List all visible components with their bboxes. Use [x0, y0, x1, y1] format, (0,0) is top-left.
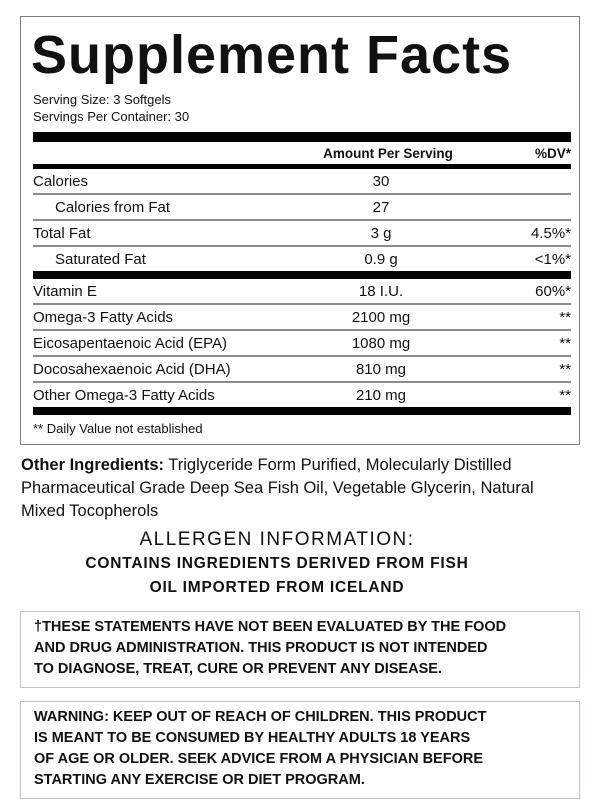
panel-title: Supplement Facts [31, 25, 513, 85]
allergen-lines: CONTAINS INGREDIENTS DERIVED FROM FISH OI… [20, 552, 534, 599]
other-ingredients-label: Other Ingredients: [21, 456, 165, 474]
warning-text: WARNING: KEEP OUT OF REACH OF CHILDREN. … [34, 707, 569, 791]
nutrient-amount: 2100 mg [351, 309, 411, 326]
nutrient-name: Calories from Fat [55, 199, 171, 216]
allergen-block: ALLERGEN INFORMATION: CONTAINS INGREDIEN… [20, 528, 580, 599]
nutrient-dv: ** [559, 387, 571, 404]
nutrient-amount: 1080 mg [351, 335, 411, 352]
table-row: Vitamin E 18 I.U. 60%* [33, 279, 571, 305]
dv-footnote: ** Daily Value not established [33, 421, 203, 436]
nutrient-name: Other Omega-3 Fatty Acids [33, 387, 215, 404]
disclaimer-text: †THESE STATEMENTS HAVE NOT BEEN EVALUATE… [34, 617, 569, 680]
nutrient-amount: 27 [372, 199, 390, 216]
header-amount-per-serving: Amount Per Serving [323, 146, 453, 161]
nutrient-name: Saturated Fat [55, 251, 146, 268]
nutrient-amount: 0.9 g [364, 251, 398, 268]
nutrient-amount: 30 [372, 173, 390, 190]
table-row: Omega-3 Fatty Acids 2100 mg ** [33, 305, 571, 331]
text-line: AND DRUG ADMINISTRATION. THIS PRODUCT IS… [34, 640, 488, 656]
other-ingredients-paragraph: Other Ingredients: Triglyceride Form Pur… [21, 454, 537, 523]
nutrient-name: Docosahexaenoic Acid (DHA) [33, 361, 231, 378]
nutrient-amount: 18 I.U. [358, 283, 404, 300]
nutrient-name: Omega-3 Fatty Acids [33, 309, 174, 326]
text-line: STARTING ANY EXERCISE OR DIET PROGRAM. [34, 772, 365, 788]
nutrient-dv: 60%* [535, 283, 571, 300]
header-divider-bar [33, 164, 571, 169]
table-row: Total Fat 3 g 4.5%* [33, 221, 571, 247]
allergen-heading: ALLERGEN INFORMATION: [139, 529, 415, 550]
table-row: Calories from Fat 27 [33, 195, 571, 221]
text-line: IS MEANT TO BE CONSUMED BY HEALTHY ADULT… [34, 730, 471, 746]
nutrient-amount: 210 mg [355, 387, 407, 404]
text-line: TO DIAGNOSE, TREAT, CURE OR PREVENT ANY … [34, 661, 442, 677]
table-row: Docosahexaenoic Acid (DHA) 810 mg ** [33, 357, 571, 383]
nutrient-dv: ** [559, 361, 571, 378]
nutrient-amount: 810 mg [355, 361, 407, 378]
table-row: Other Omega-3 Fatty Acids 210 mg ** [33, 383, 571, 407]
nutrient-name: Total Fat [33, 225, 91, 242]
nutrient-name: Vitamin E [33, 283, 97, 300]
supplement-facts-panel: Supplement Facts Serving Size: 3 Softgel… [20, 16, 580, 445]
table-row: Saturated Fat 0.9 g <1%* [33, 247, 571, 271]
servings-per-container: Servings Per Container: 30 [33, 109, 190, 124]
facts-rows: Calories 30 Calories from Fat 27 Total F… [33, 169, 571, 415]
warning-box: WARNING: KEEP OUT OF REACH OF CHILDREN. … [20, 701, 580, 799]
section-divider-bar [33, 271, 571, 279]
serving-size: Serving Size: 3 Softgels [33, 92, 172, 107]
text-line: OIL IMPORTED FROM ICELAND [149, 578, 405, 596]
text-line: WARNING: KEEP OUT OF REACH OF CHILDREN. … [34, 709, 487, 725]
nutrient-dv: <1%* [534, 251, 571, 268]
section-divider-bar [33, 132, 571, 142]
nutrient-name: Eicosapentaenoic Acid (EPA) [33, 335, 227, 352]
nutrient-dv: 4.5%* [530, 225, 571, 242]
table-header-row: Amount Per Serving %DV* [33, 142, 571, 164]
text-line: †THESE STATEMENTS HAVE NOT BEEN EVALUATE… [34, 619, 507, 635]
text-line: OF AGE OR OLDER. SEEK ADVICE FROM A PHYS… [34, 751, 483, 767]
nutrient-dv: ** [559, 309, 571, 326]
table-row: Calories 30 [33, 169, 571, 195]
table-row: Eicosapentaenoic Acid (EPA) 1080 mg ** [33, 331, 571, 357]
header-percent-dv: %DV* [534, 146, 571, 161]
nutrient-amount: 3 g [370, 225, 392, 242]
other-ingredients-text: Triglyceride Form Purified, Molecularly … [21, 456, 534, 520]
section-divider-bar [33, 407, 571, 415]
fda-disclaimer-box: †THESE STATEMENTS HAVE NOT BEEN EVALUATE… [20, 611, 580, 688]
text-line: CONTAINS INGREDIENTS DERIVED FROM FISH [85, 555, 469, 572]
nutrient-name: Calories [33, 173, 89, 190]
nutrient-dv: ** [559, 335, 571, 352]
